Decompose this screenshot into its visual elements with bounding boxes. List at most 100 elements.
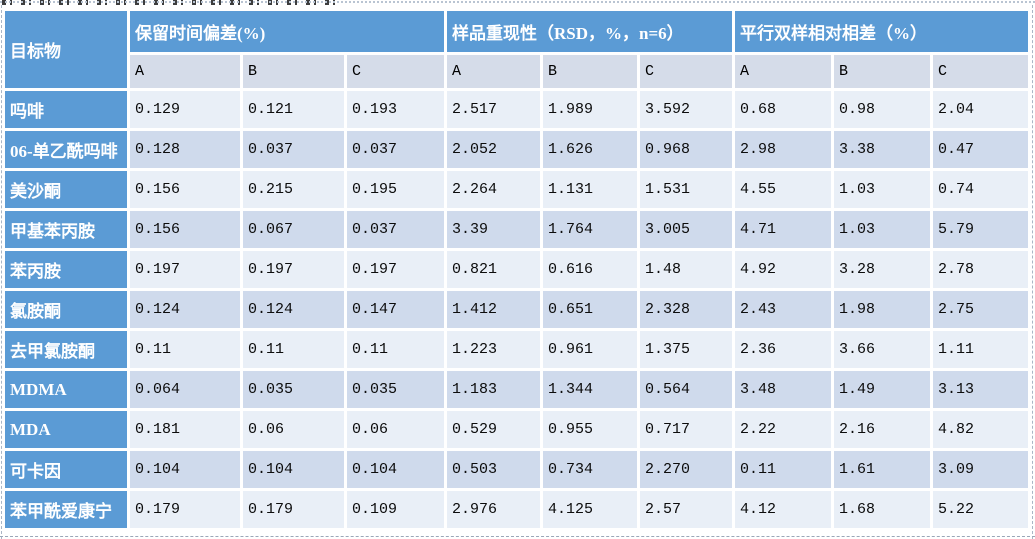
- column-group-header: 保留时间偏差(%): [130, 11, 444, 52]
- value-cell: 3.38: [834, 131, 931, 168]
- page-boundary-top: [0, 1, 1035, 3]
- table-row: 06-单乙酰吗啡 0.128 0.037 0.037 2.052 1.626 0.968 2.…: [5, 131, 1029, 168]
- table-row: 苯丙胺 0.197 0.197 0.197 0.821 0.616 1.48 4.92 3.28…: [5, 251, 1029, 288]
- value-cell: 0.035: [243, 371, 344, 408]
- subcolumn-header: A: [735, 55, 832, 88]
- table-row: 去甲氯胺酮 0.11 0.11 0.11 1.223 0.961 1.375 2.36 3.66…: [5, 331, 1029, 368]
- corner-header-target-analyte: 目标物: [5, 11, 127, 88]
- value-cell: 2.264: [447, 171, 540, 208]
- row-label-analyte: 苯甲酰爱康宁: [5, 491, 127, 528]
- value-cell: 4.55: [735, 171, 832, 208]
- value-cell: 1.764: [543, 211, 637, 248]
- value-cell: 0.68: [735, 91, 832, 128]
- value-cell: 1.03: [834, 211, 931, 248]
- value-cell: 0.104: [130, 451, 240, 488]
- value-cell: 0.529: [447, 411, 540, 448]
- value-cell: 0.104: [243, 451, 344, 488]
- row-label-analyte: 氯胺酮: [5, 291, 127, 328]
- value-cell: 0.129: [130, 91, 240, 128]
- value-cell: 0.11: [243, 331, 344, 368]
- page-boundary-right: [1032, 5, 1033, 539]
- value-cell: 0.128: [130, 131, 240, 168]
- value-cell: 0.11: [347, 331, 444, 368]
- value-cell: 1.131: [543, 171, 637, 208]
- row-label-analyte: MDA: [5, 411, 127, 448]
- value-cell: 1.03: [834, 171, 931, 208]
- value-cell: 0.47: [933, 131, 1029, 168]
- value-cell: 3.09: [933, 451, 1029, 488]
- subcolumn-header: C: [640, 55, 733, 88]
- page-boundary-bottom: [0, 536, 1035, 537]
- row-label-analyte: 06-单乙酰吗啡: [5, 131, 127, 168]
- value-cell: 5.79: [933, 211, 1029, 248]
- value-cell: 0.037: [347, 131, 444, 168]
- value-cell: 0.195: [347, 171, 444, 208]
- value-cell: 2.57: [640, 491, 733, 528]
- value-cell: 0.147: [347, 291, 444, 328]
- value-cell: 1.531: [640, 171, 733, 208]
- value-cell: 1.11: [933, 331, 1029, 368]
- value-cell: 2.36: [735, 331, 832, 368]
- value-cell: 0.179: [243, 491, 344, 528]
- subcolumn-header: C: [933, 55, 1029, 88]
- value-cell: 0.651: [543, 291, 637, 328]
- value-cell: 3.28: [834, 251, 931, 288]
- row-label-analyte: 甲基苯丙胺: [5, 211, 127, 248]
- value-cell: 0.197: [130, 251, 240, 288]
- table-row: 氯胺酮 0.124 0.124 0.147 1.412 0.651 2.328 2.43 1.9…: [5, 291, 1029, 328]
- row-label-analyte: 可卡因: [5, 451, 127, 488]
- subcolumn-header: B: [543, 55, 637, 88]
- value-cell: 2.98: [735, 131, 832, 168]
- value-cell: 1.49: [834, 371, 931, 408]
- value-cell: 4.82: [933, 411, 1029, 448]
- page-boundary-left: [1, 5, 2, 539]
- value-cell: 1.344: [543, 371, 637, 408]
- value-cell: 0.037: [347, 211, 444, 248]
- value-cell: 0.124: [243, 291, 344, 328]
- value-cell: 0.124: [130, 291, 240, 328]
- value-cell: 0.109: [347, 491, 444, 528]
- value-cell: 0.193: [347, 91, 444, 128]
- value-cell: 1.98: [834, 291, 931, 328]
- row-label-analyte: 美沙酮: [5, 171, 127, 208]
- value-cell: 0.821: [447, 251, 540, 288]
- value-cell: 3.13: [933, 371, 1029, 408]
- row-label-analyte: 去甲氯胺酮: [5, 331, 127, 368]
- value-cell: 3.39: [447, 211, 540, 248]
- value-cell: 2.04: [933, 91, 1029, 128]
- value-cell: 0.156: [130, 171, 240, 208]
- value-cell: 0.104: [347, 451, 444, 488]
- value-cell: 3.005: [640, 211, 733, 248]
- value-cell: 0.734: [543, 451, 637, 488]
- value-cell: 3.592: [640, 91, 733, 128]
- value-cell: 0.181: [130, 411, 240, 448]
- value-cell: 2.16: [834, 411, 931, 448]
- subcolumn-header: B: [834, 55, 931, 88]
- value-cell: 0.961: [543, 331, 637, 368]
- value-cell: 0.067: [243, 211, 344, 248]
- value-cell: 0.121: [243, 91, 344, 128]
- value-cell: 0.06: [243, 411, 344, 448]
- value-cell: 4.71: [735, 211, 832, 248]
- value-cell: 3.66: [834, 331, 931, 368]
- value-cell: 0.035: [347, 371, 444, 408]
- value-cell: 4.125: [543, 491, 637, 528]
- table-row: 甲基苯丙胺 0.156 0.067 0.037 3.39 1.764 3.005 4.71 1.…: [5, 211, 1029, 248]
- value-cell: 2.43: [735, 291, 832, 328]
- value-cell: 2.78: [933, 251, 1029, 288]
- value-cell: 1.68: [834, 491, 931, 528]
- value-cell: 2.328: [640, 291, 733, 328]
- value-cell: 0.215: [243, 171, 344, 208]
- table-row: 苯甲酰爱康宁 0.179 0.179 0.109 2.976 4.125 2.57 4.12 1…: [5, 491, 1029, 528]
- value-cell: 0.503: [447, 451, 540, 488]
- value-cell: 2.22: [735, 411, 832, 448]
- value-cell: 0.037: [243, 131, 344, 168]
- table-row: 美沙酮 0.156 0.215 0.195 2.264 1.131 1.531 4.55 1.0…: [5, 171, 1029, 208]
- value-cell: 0.968: [640, 131, 733, 168]
- value-cell: 1.412: [447, 291, 540, 328]
- value-cell: 0.197: [243, 251, 344, 288]
- value-cell: 2.976: [447, 491, 540, 528]
- value-cell: 1.61: [834, 451, 931, 488]
- value-cell: 1.626: [543, 131, 637, 168]
